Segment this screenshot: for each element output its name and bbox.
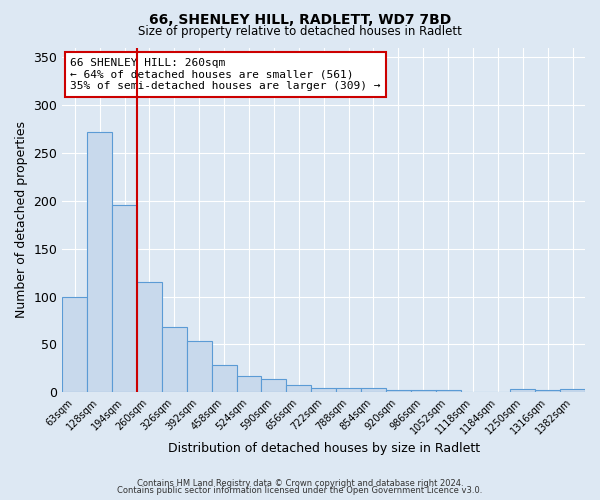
Bar — [336, 388, 361, 392]
Bar — [436, 390, 461, 392]
Bar — [212, 364, 236, 392]
Text: 66, SHENLEY HILL, RADLETT, WD7 7BD: 66, SHENLEY HILL, RADLETT, WD7 7BD — [149, 12, 451, 26]
Text: 66 SHENLEY HILL: 260sqm
← 64% of detached houses are smaller (561)
35% of semi-d: 66 SHENLEY HILL: 260sqm ← 64% of detache… — [70, 58, 380, 91]
Bar — [62, 296, 87, 392]
Bar — [87, 132, 112, 392]
Bar — [311, 388, 336, 392]
Bar — [162, 327, 187, 392]
Bar — [511, 390, 535, 392]
Bar — [411, 390, 436, 392]
Bar — [137, 282, 162, 393]
Bar — [112, 204, 137, 392]
Bar — [535, 390, 560, 392]
Bar — [386, 390, 411, 392]
X-axis label: Distribution of detached houses by size in Radlett: Distribution of detached houses by size … — [167, 442, 480, 455]
Bar — [187, 340, 212, 392]
Text: Contains HM Land Registry data © Crown copyright and database right 2024.: Contains HM Land Registry data © Crown c… — [137, 478, 463, 488]
Text: Size of property relative to detached houses in Radlett: Size of property relative to detached ho… — [138, 25, 462, 38]
Y-axis label: Number of detached properties: Number of detached properties — [15, 122, 28, 318]
Bar — [236, 376, 262, 392]
Bar — [286, 384, 311, 392]
Bar — [262, 379, 286, 392]
Bar — [560, 390, 585, 392]
Bar — [361, 388, 386, 392]
Text: Contains public sector information licensed under the Open Government Licence v3: Contains public sector information licen… — [118, 486, 482, 495]
